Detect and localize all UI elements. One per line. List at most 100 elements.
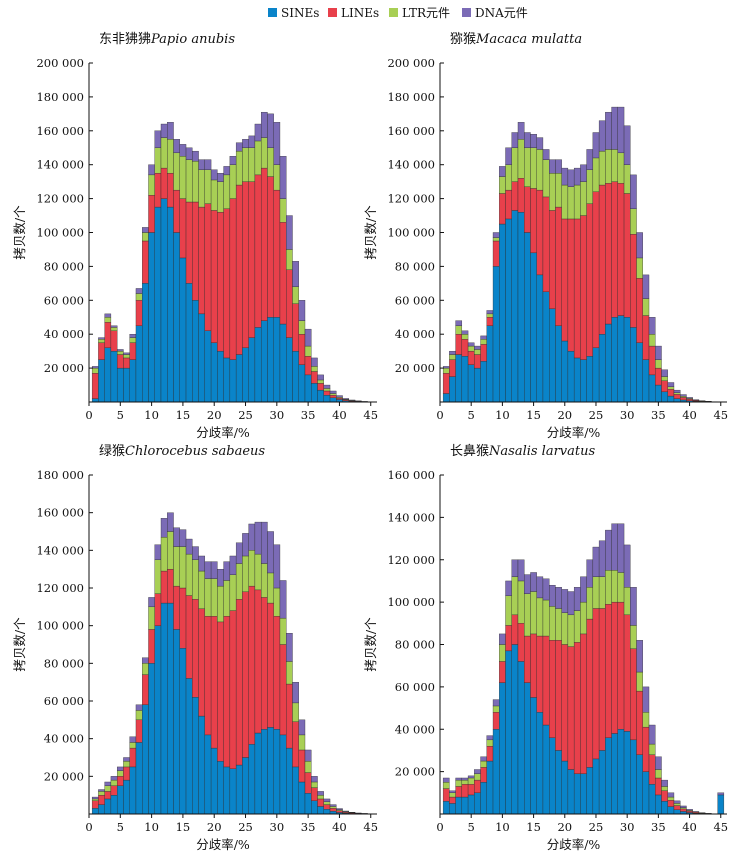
bar-segment-SINEs	[254, 327, 262, 403]
bar-segment-LINEs	[467, 350, 475, 365]
bar-segment-DNA元件	[499, 166, 506, 177]
bar-segment-DNA元件	[505, 147, 512, 165]
bar-segment-LTR元件	[254, 553, 262, 591]
bar-segment-LTR元件	[586, 169, 594, 204]
bar-segment-SINEs	[524, 232, 531, 403]
bar-segment-LTR元件	[129, 337, 137, 343]
y-tick-label: 80 000	[44, 656, 84, 670]
bar-segment-DNA元件	[592, 546, 600, 577]
y-tick-label: 60 000	[395, 293, 435, 307]
bar-segment-LTR元件	[555, 172, 562, 208]
bar-segment-DNA元件	[248, 523, 256, 551]
bar-segment-LTR元件	[104, 785, 112, 792]
bar-segment-SINEs	[573, 773, 581, 815]
bar-segment-LINEs	[148, 195, 155, 233]
bar-segment-DNA元件	[242, 139, 249, 148]
y-tick-label: 100 000	[36, 226, 84, 240]
bar-segment-LINEs	[536, 189, 544, 276]
bar-segment-LTR元件	[160, 536, 168, 572]
bar-segment-LINEs	[667, 389, 675, 397]
bar-segment-DNA元件	[598, 120, 606, 152]
bar-segment-LTR元件	[167, 531, 174, 570]
bar-segment-LINEs	[104, 791, 112, 800]
bar-segment-LTR元件	[580, 181, 587, 216]
bar-segment-LINEs	[511, 181, 519, 211]
bar-segment-LINEs	[336, 810, 343, 813]
bar-segment-LTR元件	[536, 149, 544, 191]
bar-segment-DNA元件	[116, 766, 124, 771]
panel-title-latin: Chlorocebus sabaeus	[125, 444, 265, 459]
bar-segment-LTR元件	[573, 610, 581, 643]
bar-segment-LINEs	[492, 712, 500, 730]
bar-segment-LINEs	[116, 776, 124, 786]
bars	[91, 512, 375, 815]
bar-segment-DNA元件	[286, 215, 293, 250]
bar-segment-SINEs	[636, 754, 643, 815]
bar-segment-SINEs	[311, 800, 318, 815]
y-tick-label: 200 000	[387, 56, 435, 70]
panel-title-latin: Nasalis larvatus	[488, 444, 595, 459]
chart-panel: 长鼻猴Nasalis larvatus 20 000 40 000 60 000 80 …	[363, 443, 728, 852]
bar-segment-DNA元件	[492, 232, 500, 238]
bar-segment-SINEs	[123, 367, 130, 403]
bar-segment-LINEs	[223, 208, 231, 359]
bar-segment-LTR元件	[223, 174, 231, 209]
bar-segment-DNA元件	[204, 159, 212, 170]
bar-segment-DNA元件	[605, 529, 612, 571]
bar-segment-LTR元件	[311, 366, 318, 372]
y-axis-title: 拷贝数/个	[12, 205, 27, 260]
bar-segment-LTR元件	[598, 150, 606, 186]
bar-segment-DNA元件	[467, 775, 475, 779]
bar-segment-DNA元件	[655, 345, 662, 360]
bar-segment-LTR元件	[673, 803, 681, 806]
y-tick-label: 60 000	[44, 694, 84, 708]
bar-segment-LINEs	[160, 167, 168, 199]
bar-segment-LTR元件	[317, 379, 324, 384]
bar-segment-DNA元件	[267, 113, 274, 148]
y-tick-label: 20 000	[395, 361, 435, 375]
bar-segment-SINEs	[536, 712, 544, 815]
bar-segment-LTR元件	[449, 792, 456, 798]
bar-segment-DNA元件	[167, 122, 174, 140]
bar-segment-DNA元件	[110, 325, 118, 328]
bar-segment-DNA元件	[342, 810, 350, 812]
bar-segment-SINEs	[598, 750, 606, 815]
bar-segment-LTR元件	[254, 140, 262, 176]
bar-segment-SINEs	[505, 218, 512, 403]
bar-segment-SINEs	[530, 252, 537, 403]
bar-segment-LTR元件	[467, 777, 475, 785]
bar-segment-LINEs	[655, 777, 662, 796]
bar-segment-DNA元件	[586, 149, 594, 170]
panel-title-cn: 长鼻猴	[450, 443, 489, 459]
bar-segment-SINEs	[549, 308, 556, 403]
bar-segment-DNA元件	[336, 395, 343, 398]
bar-segment-LINEs	[573, 642, 581, 774]
bar-segment-LTR元件	[154, 559, 162, 594]
bar-segment-LTR元件	[530, 591, 537, 635]
bar-segment-LINEs	[148, 629, 155, 664]
panel-title: 绿猴Chlorocebus sabaeus	[99, 444, 265, 459]
y-tick-label: 100 000	[36, 619, 84, 633]
bar-segment-LINEs	[217, 211, 224, 352]
bar-segment-SINEs	[461, 796, 469, 815]
bar-segment-LINEs	[229, 610, 237, 769]
chart-panel: 东非狒狒Papio anubis 20 000 40 000 60 000 80 000…	[12, 32, 378, 440]
bar-segment-LINEs	[461, 784, 469, 798]
x-tick-label: 35	[651, 408, 666, 422]
y-tick-label: 120 000	[36, 581, 84, 595]
bar-segment-LTR元件	[449, 354, 456, 360]
bar-segment-LINEs	[630, 234, 637, 328]
bar-segment-LTR元件	[304, 345, 312, 357]
bar-segment-LINEs	[192, 599, 199, 698]
bar-segment-SINEs	[655, 384, 662, 403]
bar-segment-SINEs	[229, 359, 237, 403]
bar-segment-SINEs	[142, 283, 149, 403]
bar-segment-LINEs	[499, 193, 506, 225]
bar-segment-LTR元件	[474, 773, 481, 781]
bar-segment-SINEs	[542, 291, 550, 403]
x-tick-label: 20	[207, 820, 222, 834]
bar-segment-LTR元件	[517, 139, 525, 179]
bar-segment-LINEs	[680, 397, 687, 401]
bar-segment-LTR元件	[524, 593, 531, 637]
legend-label: LTR元件	[402, 6, 450, 20]
